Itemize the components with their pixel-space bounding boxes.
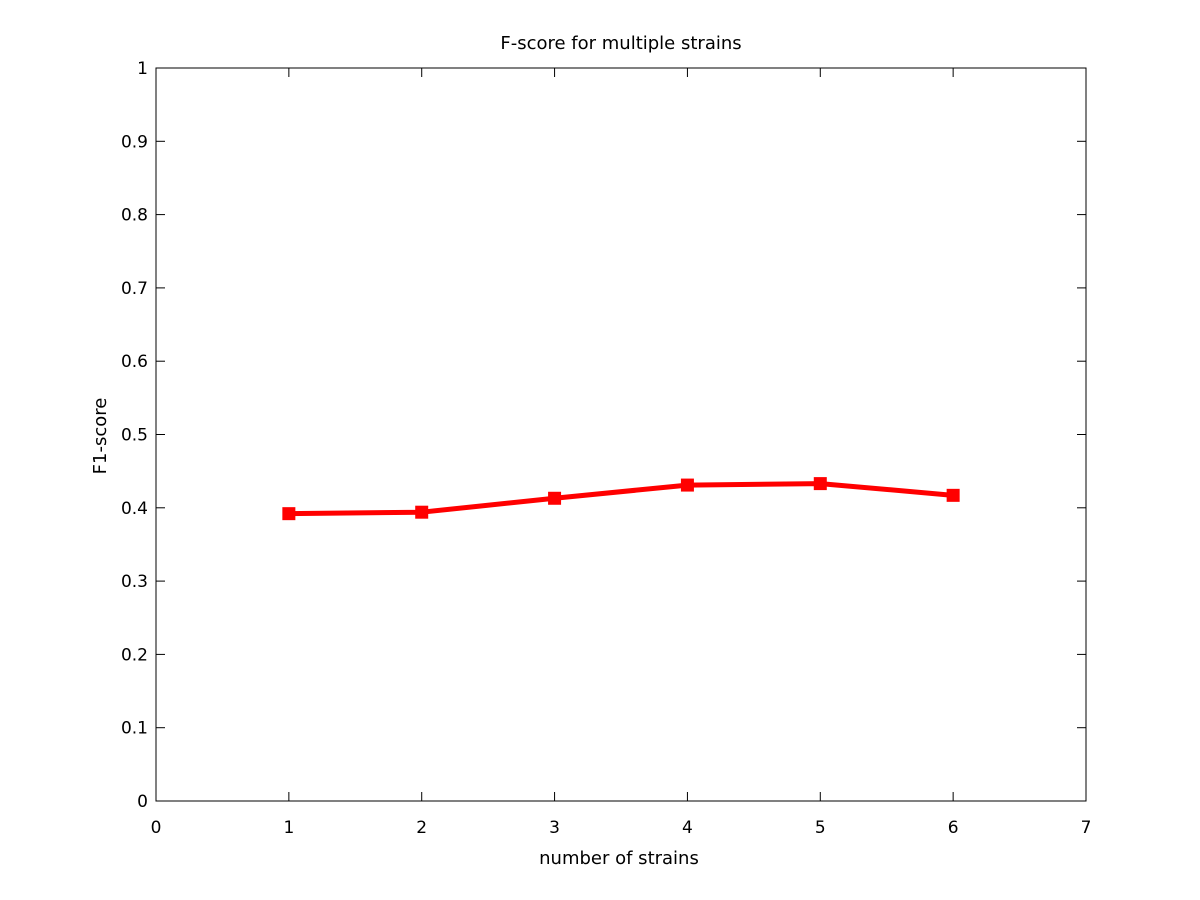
y-tick-label: 0.1 bbox=[121, 719, 148, 739]
y-tick-label: 0 bbox=[137, 792, 148, 812]
y-tick-label: 0.9 bbox=[121, 132, 148, 152]
x-tick-label: 6 bbox=[948, 818, 959, 838]
data-point-marker bbox=[680, 478, 694, 492]
y-tick-label: 0.3 bbox=[121, 572, 148, 592]
data-point-marker bbox=[946, 488, 960, 502]
x-tick-label: 2 bbox=[416, 818, 427, 838]
data-point-marker bbox=[282, 507, 296, 521]
x-tick-label: 0 bbox=[151, 818, 162, 838]
y-tick-label: 0.6 bbox=[121, 352, 148, 372]
plot-border bbox=[155, 67, 1087, 802]
y-tick-label: 1 bbox=[137, 59, 148, 79]
x-axis-label: number of strains bbox=[539, 848, 699, 869]
y-axis-label: F1-score bbox=[90, 398, 111, 475]
x-axis: 0 1 2 3 4 5 6 7 bbox=[151, 68, 1092, 838]
y-tick-label: 0.4 bbox=[121, 499, 148, 519]
data-point-marker bbox=[415, 505, 429, 519]
x-tick-label: 4 bbox=[682, 818, 693, 838]
plot-area bbox=[155, 67, 1087, 802]
x-tick-label: 3 bbox=[549, 818, 560, 838]
y-tick-label: 0.8 bbox=[121, 206, 148, 226]
x-tick-label: 7 bbox=[1081, 818, 1092, 838]
series-line bbox=[286, 481, 956, 517]
x-tick-label: 1 bbox=[283, 818, 294, 838]
data-point-marker bbox=[548, 491, 562, 505]
x-tick-label: 5 bbox=[815, 818, 826, 838]
chart-title: F-score for multiple strains bbox=[500, 33, 741, 54]
y-axis: 0 0.1 0.2 0.3 0.4 0.5 0.6 0.7 0.8 0.9 1 bbox=[121, 59, 1086, 812]
y-tick-label: 0.2 bbox=[121, 645, 148, 665]
y-tick-label: 0.7 bbox=[121, 279, 148, 299]
y-tick-label: 0.5 bbox=[121, 426, 148, 446]
data-point-marker bbox=[813, 477, 827, 491]
series-layer bbox=[282, 477, 960, 521]
